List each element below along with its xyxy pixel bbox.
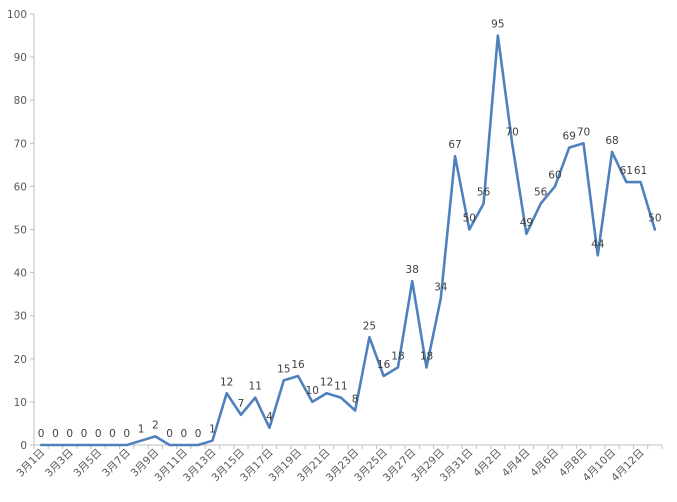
data-label: 0 xyxy=(123,428,130,440)
x-tick-label: 4月4日 xyxy=(500,447,533,480)
data-label: 56 xyxy=(534,187,548,199)
data-label: 50 xyxy=(463,213,476,225)
data-label: 61 xyxy=(620,165,633,177)
y-tick-label: 80 xyxy=(14,95,27,107)
data-label: 0 xyxy=(195,428,202,440)
data-label: 11 xyxy=(249,381,262,393)
data-label: 61 xyxy=(634,165,647,177)
data-label: 56 xyxy=(477,187,491,199)
data-label: 0 xyxy=(95,428,102,440)
y-tick-label: 50 xyxy=(14,225,27,237)
x-axis-ticks: 3月1日3月3日3月5日3月7日3月9日3月11日3月13日3月15日3月17日… xyxy=(14,445,663,484)
y-tick-label: 20 xyxy=(14,354,27,366)
data-label: 95 xyxy=(491,19,504,31)
data-label: 0 xyxy=(38,428,45,440)
data-label: 8 xyxy=(352,394,359,406)
y-tick-label: 0 xyxy=(20,440,27,452)
data-label: 18 xyxy=(420,350,433,362)
data-label: 12 xyxy=(220,376,233,388)
x-tick-label: 3月7日 xyxy=(100,447,133,480)
data-label: 2 xyxy=(152,419,159,431)
data-label: 70 xyxy=(505,126,518,138)
data-label: 50 xyxy=(648,213,661,225)
data-label: 0 xyxy=(181,428,188,440)
x-tick-label: 3月5日 xyxy=(72,447,105,480)
data-label: 0 xyxy=(66,428,73,440)
y-tick-label: 40 xyxy=(14,268,27,280)
y-tick-label: 100 xyxy=(7,9,27,21)
series-line xyxy=(39,34,657,447)
data-label: 34 xyxy=(434,281,448,293)
x-tick-label: 3月3日 xyxy=(43,447,76,480)
data-label: 67 xyxy=(448,139,461,151)
data-label: 25 xyxy=(363,320,376,332)
data-label: 0 xyxy=(81,428,88,440)
y-axis-ticks: 0 10 20 30 40 50 60 70 80 90 100 xyxy=(7,9,34,452)
chart-axes xyxy=(33,14,662,446)
x-tick-label: 4月6日 xyxy=(528,447,561,480)
data-label: 1 xyxy=(138,424,145,436)
data-label: 70 xyxy=(577,126,590,138)
y-tick-label: 30 xyxy=(14,311,27,323)
data-label: 49 xyxy=(520,217,533,229)
data-label: 18 xyxy=(391,350,404,362)
data-label: 12 xyxy=(320,376,333,388)
x-tick-label: 4月2日 xyxy=(471,447,504,480)
data-label: 38 xyxy=(406,264,419,276)
data-label: 0 xyxy=(166,428,173,440)
data-label: 10 xyxy=(306,385,319,397)
data-label: 7 xyxy=(238,398,245,410)
data-label: 11 xyxy=(334,381,347,393)
data-label: 15 xyxy=(277,363,290,375)
y-tick-label: 90 xyxy=(14,52,27,64)
data-label: 4 xyxy=(266,411,273,423)
data-label: 0 xyxy=(109,428,116,440)
data-label: 1 xyxy=(209,424,216,436)
data-label: 60 xyxy=(548,169,561,181)
y-tick-label: 70 xyxy=(14,138,27,150)
data-label: 68 xyxy=(605,135,618,147)
data-label: 69 xyxy=(563,131,576,143)
y-tick-label: 10 xyxy=(14,397,27,409)
data-label: 44 xyxy=(591,238,605,250)
data-label: 16 xyxy=(377,359,391,371)
y-tick-label: 60 xyxy=(14,181,27,193)
data-label: 0 xyxy=(52,428,59,440)
data-label: 16 xyxy=(291,359,305,371)
